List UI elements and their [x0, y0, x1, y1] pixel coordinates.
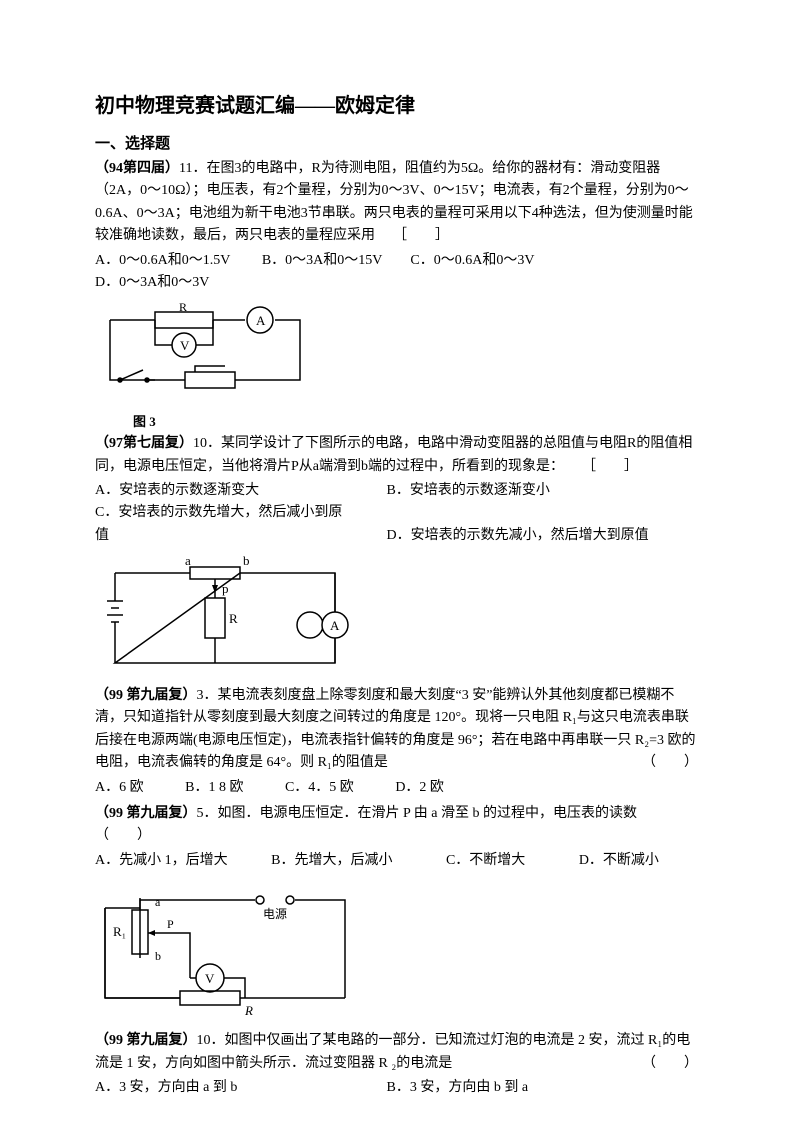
q3-options: A．6 欧 B．1 8 欧 C．4．5 欧 D．2 欧: [95, 777, 698, 799]
q3-opt-c: C．4．5 欧: [285, 777, 354, 799]
q4-fig-b: b: [155, 949, 161, 963]
q3-num: 3．: [197, 688, 218, 703]
q4-options: A．先减小 1，后增大 B．先增大，后减小 C．不断增大 D．不断减小: [95, 850, 698, 872]
q5-num: 10．: [197, 1033, 225, 1048]
q4-fig-v: V: [205, 971, 215, 986]
q2-opt-b: B．安培表的示数逐渐变小: [387, 480, 550, 502]
q2-fig-p: p: [222, 581, 229, 596]
q3-ref: （99 第九届复）: [95, 688, 197, 703]
q4-text: 如图．电源电压恒定．在滑片 P 由 a 滑至 b 的过程中，电压表的读数: [218, 806, 637, 821]
q4-opt-d: D．不断减小: [579, 850, 659, 872]
q1-opt-b: B．0～3A和0～15V: [262, 250, 383, 272]
q4-fig-a: a: [155, 895, 161, 909]
q3-opt-b: B．1 8 欧: [185, 777, 243, 799]
question-1: （94第四届）11．在图3的电路中，R为待测电阻，阻值约为5Ω。给你的器材有：滑…: [95, 158, 698, 248]
question-4: （99 第九届复）5．如图．电源电压恒定．在滑片 P 由 a 滑至 b 的过程中…: [95, 803, 698, 848]
q4-bracket: （ ）: [95, 825, 151, 847]
q2-fig-am: A: [330, 618, 340, 633]
q2-options: A．安培表的示数逐渐变大 B．安培表的示数逐渐变小 C．安培表的示数先增大，然后…: [95, 480, 698, 547]
q2-opt-d: D．安培表的示数先减小，然后增大到原值: [387, 525, 649, 547]
q2-ref: （97第七届复）: [95, 436, 193, 451]
q3-bracket: （ ）: [642, 752, 698, 774]
q1-fig-label-a: A: [256, 313, 266, 328]
q4-fig-r1: R₁: [113, 924, 126, 939]
question-2: （97第七届复）10．某同学设计了下图所示的电路，电路中滑动变阻器的总阻值与电阻…: [95, 433, 698, 478]
q1-options: A．0～0.6A和0～1.5V B．0～3A和0～15V C．0～0.6A和0～3…: [95, 250, 698, 295]
q5-opt-b: B．3 安，方向由 b 到 a: [387, 1077, 529, 1099]
q1-fig-caption: 图 3: [133, 412, 698, 433]
q4-opt-c: C．不断增大: [446, 850, 525, 872]
q2-fig-a: a: [185, 553, 191, 568]
q1-opt-d: D．0～3A和0～3V: [95, 272, 209, 294]
q4-num: 5．: [197, 806, 218, 821]
q4-opt-b: B．先增大，后减小: [271, 850, 392, 872]
q2-diagram: a b p R A: [95, 553, 698, 683]
q4-fig-src: 电源: [263, 907, 287, 921]
q4-fig-r: R: [244, 1003, 253, 1018]
q2-opt-a: A．安培表的示数逐渐变大: [95, 480, 355, 502]
q1-num: 11．: [179, 161, 206, 176]
q3-opt-d: D．2 欧: [395, 777, 444, 799]
q2-fig-b: b: [243, 553, 250, 568]
q4-ref: （99 第九届复）: [95, 806, 197, 821]
q1-opt-c: C．0～0.6A和0～3V: [410, 250, 534, 272]
page-title: 初中物理竞赛试题汇编——欧姆定律: [95, 90, 698, 122]
q1-diagram: R A V: [95, 300, 698, 410]
q2-bracket: ［ ］: [582, 456, 638, 478]
q4-fig-p: P: [167, 917, 174, 931]
q4-diagram: a b P R₁ V R 电源: [95, 878, 698, 1028]
question-3: （99 第九届复）3．某电流表刻度盘上除零刻度和最大刻度“3 安”能辨认外其他刻…: [95, 685, 698, 775]
q1-opt-a: A．0～0.6A和0～1.5V: [95, 250, 230, 272]
q5-bracket: （ ）: [642, 1053, 698, 1075]
q3-opt-a: A．6 欧: [95, 777, 144, 799]
q5-options: A．3 安，方向由 a 到 b B．3 安，方向由 b 到 a: [95, 1077, 698, 1099]
q1-ref: （94第四届）: [95, 161, 179, 176]
section-heading: 一、选择题: [95, 132, 698, 156]
q4-opt-a: A．先减小 1，后增大: [95, 850, 228, 872]
q5-opt-a: A．3 安，方向由 a 到 b: [95, 1077, 355, 1099]
q2-num: 10．: [193, 436, 221, 451]
question-5: （99 第九届复）10．如图中仅画出了某电路的一部分．已知流过灯泡的电流是 2 …: [95, 1030, 698, 1075]
q5-ref: （99 第九届复）: [95, 1033, 197, 1048]
q1-fig-label-r: R: [179, 300, 187, 314]
q2-opt-c: C．安培表的示数先增大，然后减小到原值: [95, 502, 355, 547]
q2-fig-r: R: [229, 611, 238, 626]
q1-fig-label-v: V: [180, 338, 190, 353]
q1-bracket: ［ ］: [393, 225, 449, 247]
